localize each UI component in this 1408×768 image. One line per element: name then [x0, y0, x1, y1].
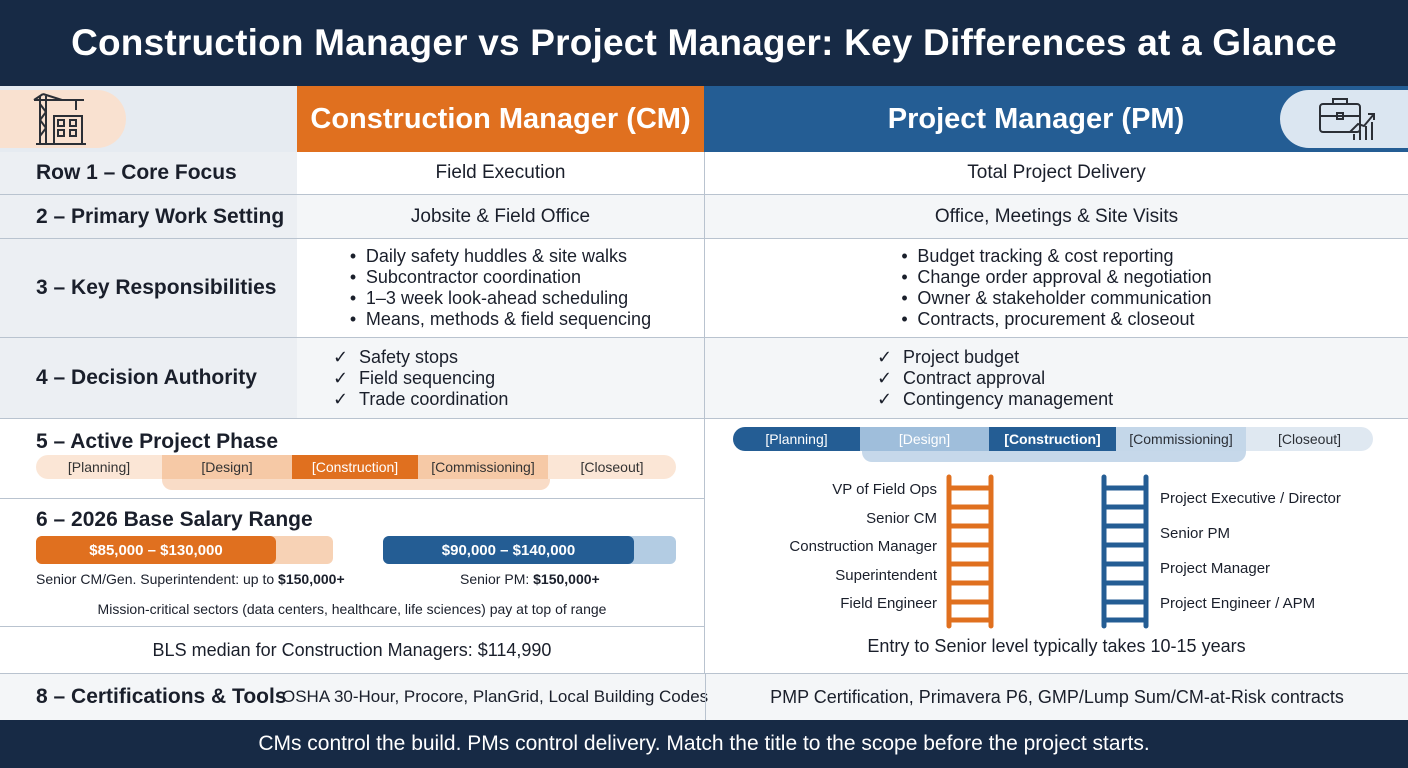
pm-core-focus: Total Project Delivery: [704, 152, 1408, 194]
row-label: 8 – Certifications & Tools: [36, 685, 287, 708]
divider: [0, 626, 704, 627]
phase-segment-active: [Construction]: [989, 427, 1116, 451]
cm-work-setting: Jobsite & Field Office: [410, 205, 591, 227]
list-item: Daily safety huddles & site walks: [350, 246, 651, 267]
ladder-label: Construction Manager: [789, 538, 937, 555]
phase-underlay: [862, 448, 1246, 462]
check-icon: ✓: [333, 367, 349, 388]
check-item-text: Field sequencing: [359, 367, 496, 388]
ladder-label: Project Manager: [1160, 560, 1271, 577]
check-item-text: Project budget: [903, 346, 1020, 367]
ladder-label: Senior PM: [1160, 525, 1231, 542]
list-item: 1–3 week look-ahead scheduling: [350, 288, 651, 309]
ladder-label: Senior CM: [866, 510, 937, 527]
phase-segment-active: [Construction]: [292, 455, 418, 479]
phase-segment: [Commissioning]: [1116, 427, 1246, 451]
cm-senior-prefix: Senior CM/Gen. Superintendent: up to: [36, 571, 279, 587]
footer-tagline: CMs control the build. PMs control deliv…: [0, 720, 1408, 768]
check-item-text: Trade coordination: [359, 388, 509, 409]
construction-crane-building-icon: [33, 93, 86, 145]
check-item-text: Safety stops: [359, 346, 459, 367]
ladder-label: Project Engineer / APM: [1160, 595, 1316, 612]
pm-senior-salary: Senior PM: $150,000+: [460, 571, 600, 587]
ladder-note: Entry to Senior level typically takes 10…: [867, 636, 1246, 656]
row-core-focus: Row 1 – Core Focus Field Execution Total…: [0, 152, 1408, 195]
list-item: ✓ Contingency management: [877, 389, 1113, 410]
list-item: Budget tracking & cost reporting: [901, 246, 1211, 267]
phase-segment: [Closeout]: [580, 459, 644, 475]
row-label: 6 – 2026 Base Salary Range: [36, 508, 313, 531]
ladder-label: Superintendent: [835, 567, 937, 584]
check-icon: ✓: [877, 346, 893, 367]
list-item: Means, methods & field sequencing: [350, 309, 651, 330]
check-icon: ✓: [333, 388, 349, 409]
list-item: ✓ Contract approval: [877, 368, 1113, 389]
list-item: ✓ Trade coordination: [333, 389, 508, 410]
bullet-list: Daily safety huddles & site walks Subcon…: [350, 246, 651, 330]
ladder-label: Field Engineer: [840, 595, 937, 612]
divider: [0, 498, 704, 499]
row-label: 4 – Decision Authority: [0, 338, 297, 418]
pm-salary-range: $90,000 – $140,000: [383, 536, 634, 564]
list-item: ✓ Field sequencing: [333, 368, 508, 389]
check-item-text: Contract approval: [903, 367, 1046, 388]
header-left-cell: [0, 86, 297, 152]
pm-decision-authority: ✓ Project budget ✓ Contract approval ✓ Cont…: [704, 338, 1408, 418]
cm-salary-range: $85,000 – $130,000: [36, 536, 276, 564]
briefcase-growth-chart-icon: [1319, 98, 1375, 140]
blue-ladder-icon: [1101, 474, 1149, 629]
ladder-label: VP of Field Ops: [832, 481, 937, 498]
row-label: 3 – Key Responsibilities: [0, 239, 297, 337]
list-item: ✓ Project budget: [877, 347, 1113, 368]
check-item-text: Contingency management: [903, 388, 1114, 409]
row-certifications: 8 – Certifications & Tools OSHA 30-Hour,…: [0, 674, 1408, 720]
pm-responsibilities: Budget tracking & cost reporting Change …: [704, 239, 1408, 337]
check-icon: ✓: [333, 346, 349, 367]
row-label: Row 1 – Core Focus: [0, 152, 297, 194]
row-work-setting: 2 – Primary Work Setting Jobsite & Field…: [0, 195, 1408, 239]
bls-median: BLS median for Construction Managers: $1…: [152, 639, 552, 660]
pm-senior-prefix: Senior PM:: [460, 571, 534, 587]
list-item: Subcontractor coordination: [350, 267, 651, 288]
cm-senior-salary: Senior CM/Gen. Superintendent: up to $15…: [36, 571, 345, 587]
phase-underlay: [162, 478, 550, 490]
salary-note: Mission-critical sectors (data centers, …: [97, 601, 607, 617]
pm-column-header: Project Manager (PM): [704, 86, 1408, 152]
cm-decision-authority: ✓ Safety stops ✓ Field sequencing ✓ Trade c…: [297, 338, 704, 418]
list-item: Owner & stakeholder communication: [901, 288, 1211, 309]
phase-segment: [Design]: [162, 455, 292, 479]
row-responsibilities: 3 – Key Responsibilities Daily safety hu…: [0, 239, 1408, 338]
phase-segment: [Commissioning]: [418, 455, 548, 479]
phase-segment: [Planning]: [733, 427, 860, 451]
pm-header-label: Project Manager (PM): [887, 102, 1185, 135]
column-divider: [704, 419, 705, 720]
cm-core-focus: Field Execution: [435, 162, 566, 183]
page-title: Construction Manager vs Project Manager:…: [0, 0, 1408, 86]
phase-segment: [Planning]: [67, 459, 131, 475]
check-icon: ✓: [877, 367, 893, 388]
orange-ladder-icon: [946, 474, 994, 629]
pm-work-setting: Office, Meetings & Site Visits: [704, 195, 1408, 238]
cm-certifications: OSHA 30-Hour, Procore, PlanGrid, Local B…: [282, 687, 709, 706]
cm-phase-bar: [Planning] [Design] [Construction] [Comm…: [36, 455, 676, 479]
ladder-label: Project Executive / Director: [1160, 490, 1341, 507]
phase-segment: [Design]: [860, 427, 989, 451]
list-item: Change order approval & negotiation: [901, 267, 1211, 288]
row-label: 2 – Primary Work Setting: [0, 195, 297, 238]
check-list: ✓ Project budget ✓ Contract approval ✓ Cont…: [877, 347, 1113, 410]
check-list: ✓ Safety stops ✓ Field sequencing ✓ Trade c…: [333, 347, 508, 410]
pm-senior-value: $150,000+: [533, 571, 600, 587]
row-label: 5 – Active Project Phase: [36, 430, 279, 453]
phase-segment: [Closeout]: [1277, 431, 1342, 447]
pm-phase-bar: [Planning] [Design] [Construction] [Comm…: [733, 427, 1373, 451]
list-item: Contracts, procurement & closeout: [901, 309, 1211, 330]
pm-certifications: PMP Certification, Primavera P6, GMP/Lum…: [705, 674, 1408, 720]
row-decision-authority: 4 – Decision Authority ✓ Safety stops ✓ Fi…: [0, 338, 1408, 419]
cm-column-header: Construction Manager (CM): [297, 86, 704, 152]
bullet-list: Budget tracking & cost reporting Change …: [901, 246, 1211, 330]
check-icon: ✓: [877, 388, 893, 409]
list-item: ✓ Safety stops: [333, 347, 508, 368]
cm-responsibilities: Daily safety huddles & site walks Subcon…: [297, 239, 704, 337]
cm-senior-value: $150,000+: [278, 571, 345, 587]
